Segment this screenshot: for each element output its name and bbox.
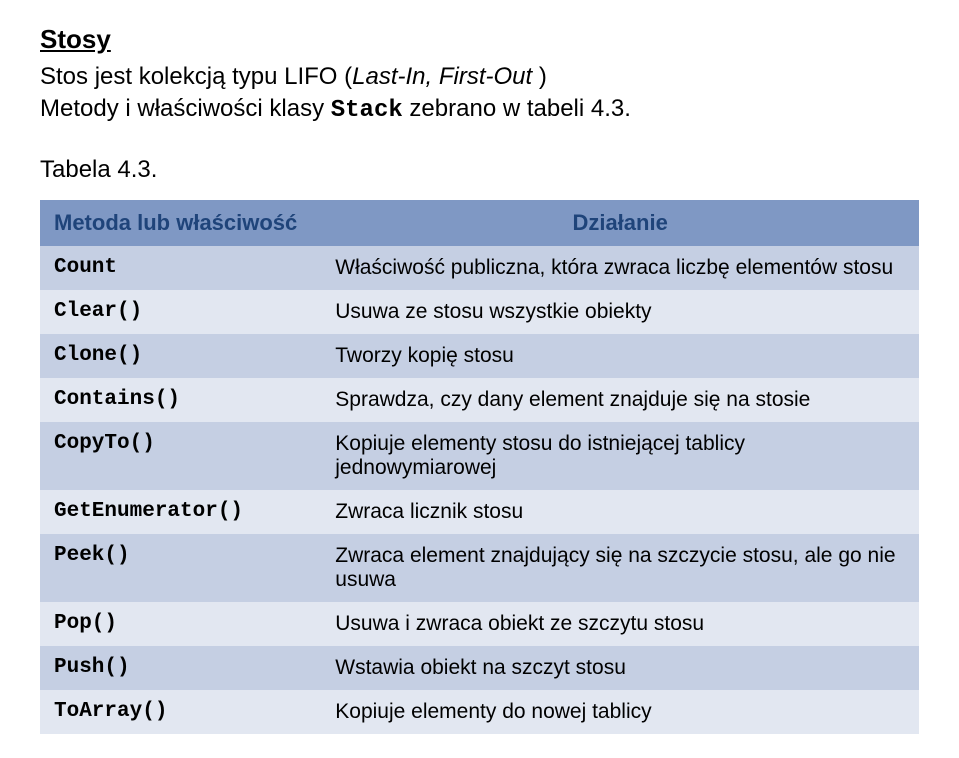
desc-text-6: zebrano w tabeli 4.3.	[403, 95, 631, 122]
action-cell: Zwraca element znajdujący się na szczyci…	[321, 534, 919, 602]
method-cell: Contains()	[40, 378, 321, 422]
method-cell: Clear()	[40, 290, 321, 334]
desc-italic: Last-In, First-Out	[352, 63, 532, 90]
method-cell: Push()	[40, 646, 321, 690]
method-cell: Count	[40, 246, 321, 290]
method-cell: CopyTo()	[40, 422, 321, 490]
table-row: ToArray() Kopiuje elementy do nowej tabl…	[40, 690, 919, 734]
table-header-row: Metoda lub właściwość Działanie	[40, 200, 919, 246]
table-caption: Tabela 4.3.	[40, 156, 919, 184]
method-cell: Clone()	[40, 334, 321, 378]
action-cell: Usuwa ze stosu wszystkie obiekty	[321, 290, 919, 334]
method-cell: GetEnumerator()	[40, 490, 321, 534]
method-cell: Peek()	[40, 534, 321, 602]
table-row: Clone() Tworzy kopię stosu	[40, 334, 919, 378]
action-cell: Właściwość publiczna, która zwraca liczb…	[321, 246, 919, 290]
desc-text-1: Stos jest kolekcją typu LIFO (	[40, 63, 352, 90]
desc-text-3: )	[532, 63, 547, 90]
table-header-method: Metoda lub właściwość	[40, 200, 321, 246]
table-row: Pop() Usuwa i zwraca obiekt ze szczytu s…	[40, 602, 919, 646]
table-header-action: Działanie	[321, 200, 919, 246]
description: Stos jest kolekcją typu LIFO (Last-In, F…	[40, 61, 919, 128]
action-cell: Wstawia obiekt na szczyt stosu	[321, 646, 919, 690]
action-cell: Kopiuje elementy do nowej tablicy	[321, 690, 919, 734]
page-title: Stosy	[40, 24, 919, 55]
desc-class-name: Stack	[331, 97, 403, 124]
action-cell: Zwraca licznik stosu	[321, 490, 919, 534]
method-cell: Pop()	[40, 602, 321, 646]
table-row: CopyTo() Kopiuje elementy stosu do istni…	[40, 422, 919, 490]
action-cell: Tworzy kopię stosu	[321, 334, 919, 378]
table-row: Contains() Sprawdza, czy dany element zn…	[40, 378, 919, 422]
methods-table: Metoda lub właściwość Działanie Count Wł…	[40, 200, 919, 734]
action-cell: Usuwa i zwraca obiekt ze szczytu stosu	[321, 602, 919, 646]
table-row: Count Właściwość publiczna, która zwraca…	[40, 246, 919, 290]
table-row: Push() Wstawia obiekt na szczyt stosu	[40, 646, 919, 690]
method-cell: ToArray()	[40, 690, 321, 734]
desc-text-4: Metody i właściwości klasy	[40, 95, 331, 122]
table-row: GetEnumerator() Zwraca licznik stosu	[40, 490, 919, 534]
table-row: Clear() Usuwa ze stosu wszystkie obiekty	[40, 290, 919, 334]
action-cell: Kopiuje elementy stosu do istniejącej ta…	[321, 422, 919, 490]
table-row: Peek() Zwraca element znajdujący się na …	[40, 534, 919, 602]
action-cell: Sprawdza, czy dany element znajduje się …	[321, 378, 919, 422]
